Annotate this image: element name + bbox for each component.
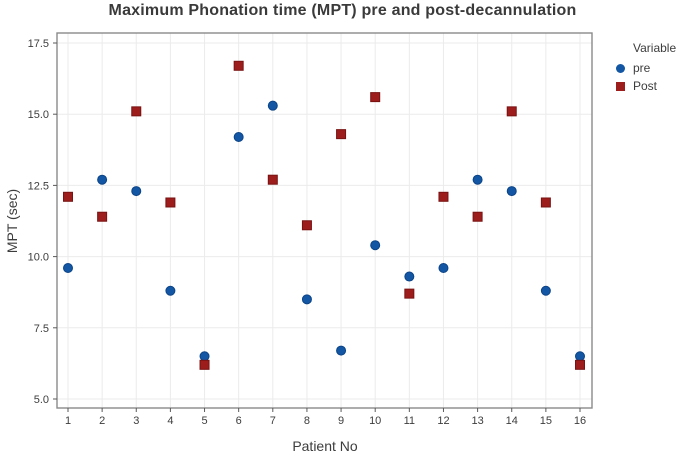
data-point-pre-14: [506, 186, 517, 197]
x-tick-label-11: 11: [404, 415, 415, 427]
data-point-post-6: [233, 60, 244, 71]
x-axis-label: Patient No: [292, 438, 358, 454]
data-point-pre-9: [336, 345, 347, 356]
data-point-post-4: [165, 197, 176, 208]
y-axis-label: MPT (sec): [4, 188, 20, 254]
data-point-post-12: [438, 191, 449, 202]
data-point-post-3: [131, 106, 142, 117]
legend-item-pre: pre: [616, 59, 676, 77]
y-tick-label-7.5: 7.5: [34, 323, 49, 335]
x-tick-label-5: 5: [201, 415, 207, 427]
legend-title: Variable: [633, 41, 677, 55]
chart-title: Maximum Phonation time (MPT) pre and pos…: [108, 2, 577, 19]
legend-item-post: Post: [616, 77, 676, 95]
x-tick-label-8: 8: [304, 415, 310, 427]
data-point-pre-15: [540, 285, 551, 296]
x-tick-label-13: 13: [471, 415, 483, 427]
data-point-post-7: [267, 174, 278, 185]
data-point-post-9: [336, 129, 347, 140]
data-point-post-10: [370, 92, 381, 103]
post-square-icon: [616, 81, 625, 91]
x-tick-label-1: 1: [65, 415, 71, 427]
x-tick-label-14: 14: [506, 415, 518, 427]
data-point-pre-5: [199, 351, 210, 362]
data-point-pre-8: [301, 294, 312, 305]
legend-label-post: Post: [633, 79, 658, 93]
x-tick-label-12: 12: [437, 415, 449, 427]
x-tick-label-4: 4: [167, 415, 173, 427]
legend-label-pre: pre: [633, 61, 651, 75]
data-point-post-15: [540, 197, 551, 208]
data-point-post-11: [404, 288, 415, 299]
pre-circle-icon: [616, 63, 625, 73]
x-tick-label-9: 9: [338, 415, 344, 427]
data-point-pre-3: [131, 186, 142, 197]
data-point-pre-6: [233, 131, 244, 142]
legend: Variable pre Post: [616, 39, 676, 95]
data-point-pre-16: [575, 351, 585, 362]
data-point-post-16: [575, 359, 585, 370]
x-tick-label-7: 7: [270, 415, 276, 427]
data-point-pre-13: [472, 174, 483, 185]
x-tick-label-6: 6: [236, 415, 242, 427]
data-point-pre-7: [267, 100, 278, 111]
x-tick-label-16: 16: [574, 415, 586, 427]
data-point-pre-11: [404, 271, 415, 282]
data-point-post-5: [199, 359, 210, 370]
data-point-pre-4: [165, 285, 176, 296]
x-tick-label-3: 3: [133, 415, 139, 427]
plot-frame: [56, 32, 593, 409]
y-tick-label-17.5: 17.5: [28, 38, 49, 50]
data-point-post-2: [97, 211, 108, 222]
data-point-post-14: [506, 106, 517, 117]
data-point-pre-12: [438, 262, 449, 273]
data-point-post-13: [472, 211, 483, 222]
data-point-pre-10: [370, 240, 381, 251]
data-point-post-1: [63, 191, 73, 202]
x-tick-label-15: 15: [540, 415, 552, 427]
data-point-post-8: [301, 220, 312, 231]
data-point-pre-1: [63, 262, 73, 273]
y-tick-label-12.5: 12.5: [28, 180, 49, 192]
x-tick-label-2: 2: [99, 415, 105, 427]
x-tick-label-10: 10: [369, 415, 381, 427]
data-point-pre-2: [97, 174, 108, 185]
y-tick-label-15: 15.0: [28, 109, 49, 121]
y-tick-label-5: 5.0: [34, 394, 49, 406]
y-tick-label-10: 10.0: [28, 252, 49, 264]
